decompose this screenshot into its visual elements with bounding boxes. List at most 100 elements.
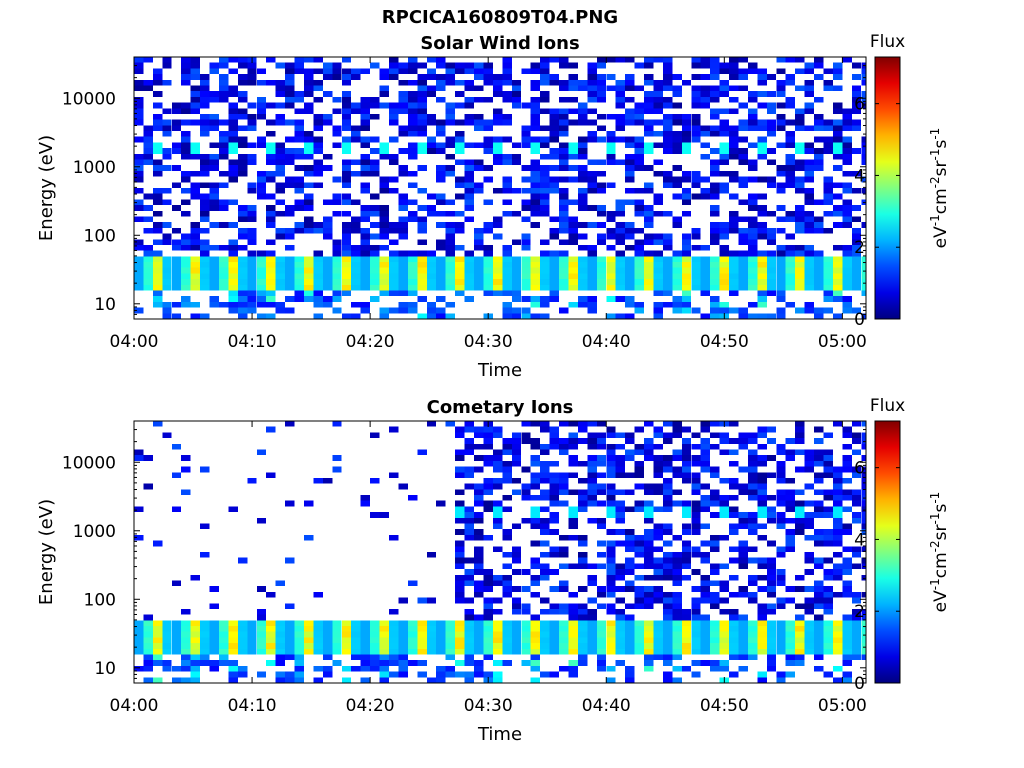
heatmap-cell: [417, 227, 427, 234]
heatmap-cell: [407, 125, 418, 131]
heatmap-cell: [332, 245, 342, 251]
heatmap-cell: [804, 142, 814, 149]
heatmap-cell: [747, 205, 758, 211]
heatmap-cell: [842, 279, 852, 285]
heatmap-cell: [785, 170, 796, 177]
heatmap-cell: [436, 626, 446, 632]
heatmap-cell: [417, 671, 427, 678]
heatmap-cell: [700, 245, 711, 251]
heatmap-cell: [181, 57, 191, 63]
heatmap-cell: [237, 296, 248, 302]
heatmap-cell: [152, 159, 163, 166]
heatmap-cell: [464, 466, 474, 473]
heatmap-cell: [256, 643, 267, 649]
heatmap-cell: [757, 506, 767, 513]
heatmap-cell: [851, 449, 862, 456]
heatmap-cell: [171, 245, 182, 251]
heatmap-cell: [134, 449, 144, 456]
heatmap-cell: [152, 637, 163, 644]
heatmap-cell: [171, 472, 182, 478]
heatmap-cell: [606, 148, 616, 154]
heatmap-cell: [549, 296, 559, 302]
heatmap-cell: [200, 131, 210, 137]
heatmap-cell: [398, 108, 408, 114]
heatmap-cell: [795, 517, 805, 524]
heatmap-cell: [795, 267, 805, 274]
heatmap-cell: [606, 495, 616, 501]
heatmap-cell: [851, 96, 862, 103]
heatmap-cell: [256, 256, 267, 262]
heatmap-cell: [351, 108, 361, 114]
heatmap-cell: [672, 643, 682, 649]
heatmap-cell: [389, 626, 399, 632]
heatmap-cell: [823, 210, 833, 217]
heatmap-cell: [200, 648, 210, 655]
heatmap-cell: [530, 455, 541, 461]
heatmap-cell: [322, 301, 333, 308]
heatmap-cell: [540, 506, 550, 513]
heatmap-cell: [483, 586, 493, 592]
heatmap-cell: [653, 460, 663, 467]
heatmap-cell: [426, 256, 437, 262]
heatmap-cell: [662, 506, 673, 513]
heatmap-cell: [804, 455, 814, 461]
heatmap-cell: [795, 210, 805, 217]
colorbar-tick-label: 2: [854, 602, 865, 622]
heatmap-cell: [785, 438, 796, 444]
heatmap-cell: [511, 313, 522, 319]
heatmap-cell: [653, 466, 663, 473]
heatmap-cell: [492, 546, 503, 552]
heatmap-cell: [747, 313, 758, 319]
heatmap-cell: [832, 153, 843, 160]
heatmap-cell: [266, 148, 276, 154]
heatmap-cell: [757, 273, 767, 280]
heatmap-cell: [662, 620, 673, 626]
heatmap-cell: [407, 279, 418, 285]
heatmap-cell: [842, 216, 852, 223]
heatmap-cell: [351, 273, 361, 280]
heatmap-cell: [540, 313, 550, 319]
heatmap-cell: [134, 631, 144, 638]
heatmap-cell: [445, 620, 456, 626]
heatmap-cell: [729, 227, 739, 234]
heatmap-cell: [719, 85, 729, 92]
heatmap-cell: [776, 182, 786, 188]
heatmap-cell: [398, 216, 408, 223]
heatmap-cell: [247, 273, 257, 280]
heatmap-cell: [653, 563, 663, 570]
heatmap-cell: [247, 301, 257, 308]
heatmap-cell: [474, 142, 484, 149]
heatmap-cell: [596, 222, 607, 228]
heatmap-cell: [710, 443, 720, 450]
heatmap-cell: [436, 648, 446, 655]
heatmap-cell: [568, 609, 578, 615]
heatmap-cell: [814, 580, 824, 587]
heatmap-cell: [719, 586, 729, 592]
heatmap-cell: [719, 432, 729, 439]
heatmap-cell: [464, 626, 474, 632]
heatmap-cell: [577, 637, 588, 644]
heatmap-cell: [237, 205, 248, 211]
heatmap-cell: [842, 460, 852, 467]
heatmap-cell: [464, 643, 474, 649]
heatmap-cell: [322, 91, 333, 97]
heatmap-cell: [389, 176, 399, 183]
heatmap-cell: [436, 256, 446, 262]
heatmap-cell: [360, 108, 371, 114]
heatmap-cell: [360, 114, 371, 120]
heatmap-cell: [776, 91, 786, 97]
heatmap-cell: [436, 637, 446, 644]
heatmap-cell: [804, 603, 814, 609]
heatmap-cell: [492, 460, 503, 467]
heatmap-cell: [738, 313, 748, 319]
heatmap-cell: [256, 136, 267, 143]
heatmap-cell: [407, 620, 418, 626]
heatmap-cell: [662, 273, 673, 280]
heatmap-cell: [237, 256, 248, 262]
heatmap-cell: [285, 648, 295, 655]
heatmap-cell: [341, 620, 352, 626]
heatmap-cell: [464, 68, 474, 75]
heatmap-cell: [474, 648, 484, 655]
heatmap-cell: [719, 233, 729, 240]
heatmap-cell: [190, 142, 201, 149]
